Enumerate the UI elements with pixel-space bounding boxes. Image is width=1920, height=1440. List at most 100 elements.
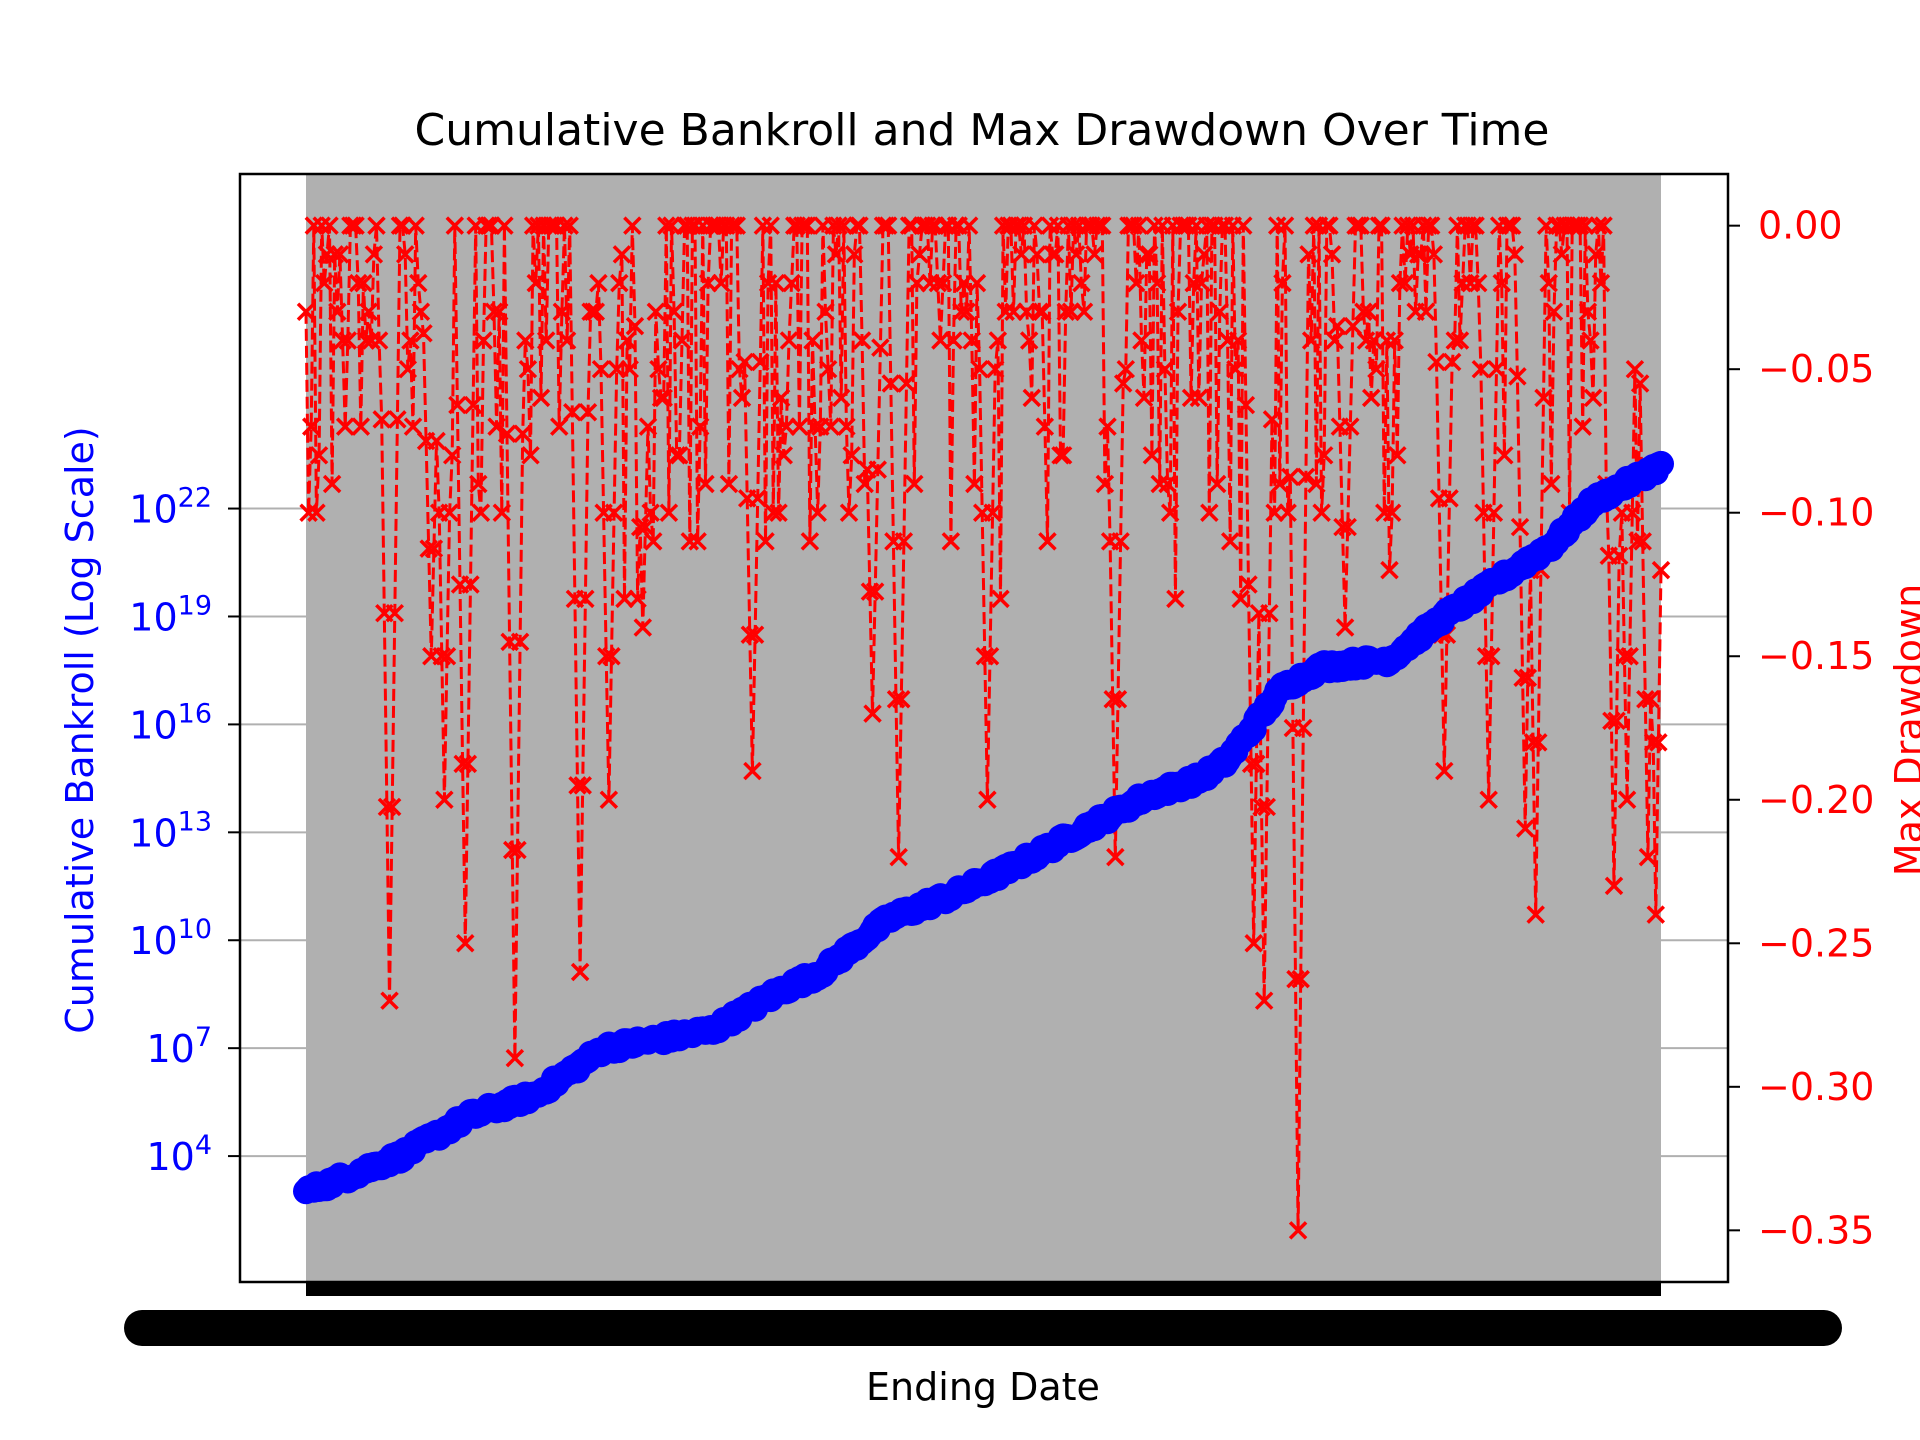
drawdown-marker <box>863 704 882 723</box>
drawdown-marker <box>1646 905 1666 924</box>
drawdown-marker <box>604 503 624 522</box>
drawdown-marker <box>625 316 645 336</box>
drawdown-marker <box>1568 216 1587 235</box>
drawdown-marker <box>620 359 639 379</box>
drawdown-marker <box>1516 819 1535 838</box>
drawdown-markers <box>296 216 1671 1240</box>
drawdown-marker <box>369 331 389 350</box>
drawdown-marker <box>1046 245 1065 264</box>
drawdown-marker <box>873 216 893 235</box>
drawdown-marker <box>928 273 948 293</box>
drawdown-marker <box>526 273 545 293</box>
drawdown-marker <box>1620 647 1639 666</box>
drawdown-marker <box>1497 216 1517 235</box>
drawdown-marker <box>667 446 686 465</box>
drawdown-marker <box>424 539 444 558</box>
drawdown-marker <box>539 216 559 235</box>
drawdown-marker <box>503 840 522 860</box>
drawdown-marker <box>550 417 569 436</box>
drawdown-marker <box>1607 711 1626 731</box>
drawdown-marker <box>1095 474 1115 494</box>
right-y-axis: 0.00 −0.05 −0.10 −0.15 −0.20 −0.25 −0.30 −0.35 <box>1728 204 1874 1252</box>
drawdown-marker <box>1038 532 1057 551</box>
drawdown-marker <box>1414 216 1433 235</box>
drawdown-marker <box>1356 331 1376 350</box>
drawdown-marker <box>409 273 428 293</box>
drawdown-marker <box>886 690 906 709</box>
left-tick-label: 107 <box>146 1022 212 1071</box>
drawdown-marker <box>531 388 551 408</box>
drawdown-marker <box>1317 216 1337 235</box>
drawdown-marker <box>685 216 705 235</box>
drawdown-marker <box>1166 589 1185 609</box>
drawdown-marker <box>1090 216 1109 235</box>
drawdown-marker <box>390 216 410 235</box>
drawdown-marker <box>309 446 329 465</box>
drawdown-marker <box>359 302 378 322</box>
drawdown-marker <box>1617 790 1637 809</box>
drawdown-marker <box>641 503 660 522</box>
drawdown-marker <box>489 302 509 322</box>
drawdown-marker <box>610 273 629 293</box>
drawdown-marker <box>670 446 689 465</box>
drawdown-marker <box>983 503 1002 522</box>
drawdown-marker <box>1476 647 1496 666</box>
drawdown-marker <box>1312 503 1331 522</box>
drawdown-marker <box>1019 331 1039 350</box>
drawdown-marker <box>536 331 556 350</box>
drawdown-marker <box>1435 761 1454 781</box>
drawdown-marker <box>1025 216 1044 235</box>
drawdown-marker <box>1121 216 1141 235</box>
drawdown-marker <box>1479 790 1498 809</box>
drawdown-marker <box>484 302 504 322</box>
drawdown-marker <box>570 962 590 982</box>
drawdown-marker <box>774 446 794 465</box>
drawdown-marker <box>1234 216 1253 235</box>
drawdown-marker <box>1602 711 1621 731</box>
drawdown-marker <box>1427 352 1446 372</box>
drawdown-marker <box>965 474 984 494</box>
drawdown-marker <box>346 216 365 235</box>
drawdown-marker <box>578 403 598 422</box>
drawdown-marker <box>957 302 976 322</box>
drawdown-marker <box>1633 532 1652 551</box>
drawdown-marker <box>1500 216 1519 235</box>
drawdown-marker <box>1056 302 1075 322</box>
drawdown-marker <box>315 273 334 293</box>
drawdown-marker <box>440 503 459 522</box>
drawdown-marker <box>638 417 658 436</box>
drawdown-marker <box>411 302 431 322</box>
drawdown-marker <box>1257 797 1277 817</box>
drawdown-marker <box>471 503 491 522</box>
drawdown-marker <box>1147 273 1167 293</box>
drawdown-marker <box>1638 847 1658 867</box>
drawdown-marker <box>711 273 731 293</box>
right-tick-label: −0.15 <box>1758 634 1874 678</box>
drawdown-marker <box>362 331 381 350</box>
drawdown-marker <box>1341 417 1360 436</box>
drawdown-marker <box>437 647 457 666</box>
drawdown-marker <box>1398 216 1417 235</box>
left-tick-label: 1019 <box>129 590 212 639</box>
drawdown-marker <box>688 532 707 551</box>
drawdown-marker <box>1126 273 1146 293</box>
drawdown-marker <box>335 417 355 436</box>
drawdown-marker <box>382 797 402 817</box>
drawdown-marker <box>897 374 916 393</box>
drawdown-marker <box>304 216 324 235</box>
drawdown-marker <box>1262 410 1282 429</box>
drawdown-marker <box>492 503 512 522</box>
left-tick-label: 1010 <box>129 914 212 963</box>
drawdown-marker <box>1495 446 1514 465</box>
drawdown-marker <box>889 847 908 867</box>
drawdown-marker <box>649 359 668 379</box>
drawdown-marker <box>1469 273 1488 293</box>
drawdown-marker <box>751 352 770 372</box>
drawdown-marker <box>1040 216 1060 235</box>
drawdown-marker <box>1108 690 1128 709</box>
drawdown-marker <box>1643 733 1663 752</box>
drawdown-marker <box>980 647 1000 666</box>
drawdown-marker <box>756 532 775 551</box>
drawdown-marker <box>1359 302 1378 322</box>
drawdown-marker <box>1416 302 1436 322</box>
